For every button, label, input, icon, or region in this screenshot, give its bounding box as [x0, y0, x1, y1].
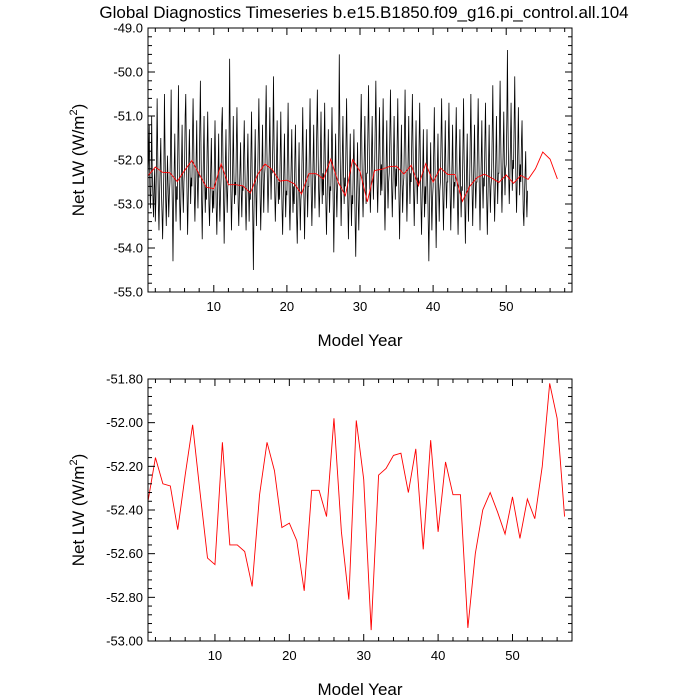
y-axis-title-close: ) — [69, 104, 88, 110]
y-tick-label: -53.0 — [113, 197, 143, 212]
x-tick-label: 30 — [356, 648, 370, 663]
x-tick-label: 50 — [505, 648, 519, 663]
x-tick-label: 50 — [499, 299, 513, 314]
y-axis-title-main: Net LW (W/m — [69, 466, 88, 567]
x-tick-label: 20 — [282, 648, 296, 663]
y-tick-label: -49.0 — [113, 21, 143, 36]
x-axis-title: Model Year — [317, 680, 402, 699]
x-tick-label: 40 — [426, 299, 440, 314]
y-axis-title: Net LW (W/m2) — [68, 104, 88, 217]
series-line-annual — [148, 383, 566, 631]
y-tick-label: -52.80 — [106, 590, 143, 605]
series-line-annual — [148, 151, 558, 203]
y-tick-label: -53.00 — [106, 634, 143, 649]
y-tick-label: -55.0 — [113, 285, 143, 300]
bottom-panel: -51.80 -52.00 -52.20 -52.40 -52.60 -52.80 -53.… — [68, 372, 573, 699]
y-tick-label: -54.0 — [113, 241, 143, 256]
y-tick-label: -51.0 — [113, 109, 143, 124]
y-tick-label: -52.20 — [106, 459, 143, 474]
x-tick-label: 10 — [207, 299, 221, 314]
y-axis-title-sup: 2 — [68, 459, 80, 465]
series-line-monthly — [148, 49, 528, 271]
y-tick-label: -52.40 — [106, 503, 143, 518]
x-tick-label: 20 — [280, 299, 294, 314]
y-tick-label: -52.60 — [106, 546, 143, 561]
top-panel: -49.0 -50.0 -51.0 -52.0 -53.0 -54.0 -55.0 10 20 3… — [68, 21, 573, 350]
x-tick-label: 10 — [208, 648, 222, 663]
y-axis-title-main: Net LW (W/m — [69, 116, 88, 217]
y-axis-title-close: ) — [69, 454, 88, 460]
chart-title: Global Diagnostics Timeseries b.e15.B185… — [99, 3, 628, 22]
x-tick-label: 40 — [431, 648, 445, 663]
y-tick-label: -52.0 — [113, 153, 143, 168]
x-tick-label: 30 — [353, 299, 367, 314]
y-axis-title-sup: 2 — [68, 109, 80, 115]
y-axis-title: Net LW (W/m2) — [68, 454, 88, 567]
y-tick-label: -51.80 — [106, 372, 143, 387]
y-tick-label: -52.00 — [106, 415, 143, 430]
x-axis-title: Model Year — [317, 331, 402, 350]
y-tick-label: -50.0 — [113, 65, 143, 80]
